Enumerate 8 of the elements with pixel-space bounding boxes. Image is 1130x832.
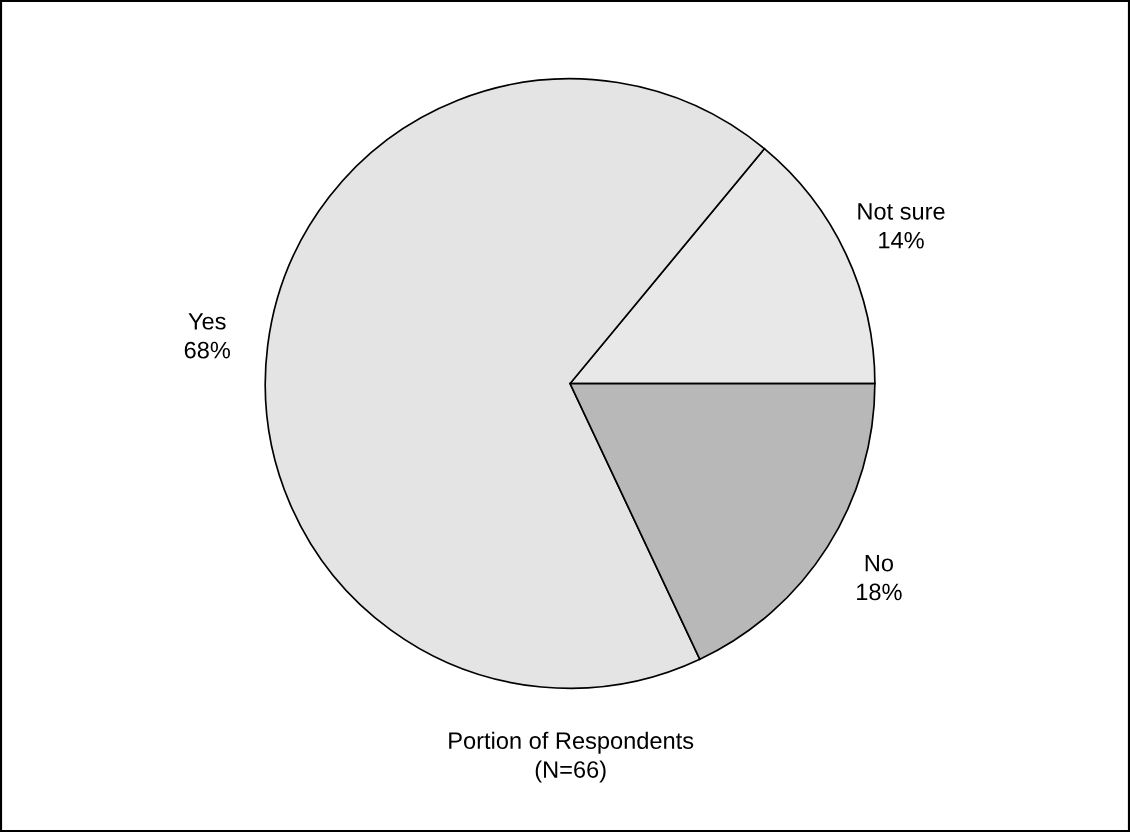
slice-label: No (865, 554, 893, 572)
data-label: 18% (857, 583, 902, 601)
data-label: 68% (184, 341, 231, 359)
slice-label: Not sure (858, 203, 945, 220)
slice-label: Yes (188, 313, 226, 330)
text: Portion of Respondents (449, 731, 694, 754)
data-label: 14% (879, 231, 924, 249)
text: (N=66) (535, 760, 606, 783)
